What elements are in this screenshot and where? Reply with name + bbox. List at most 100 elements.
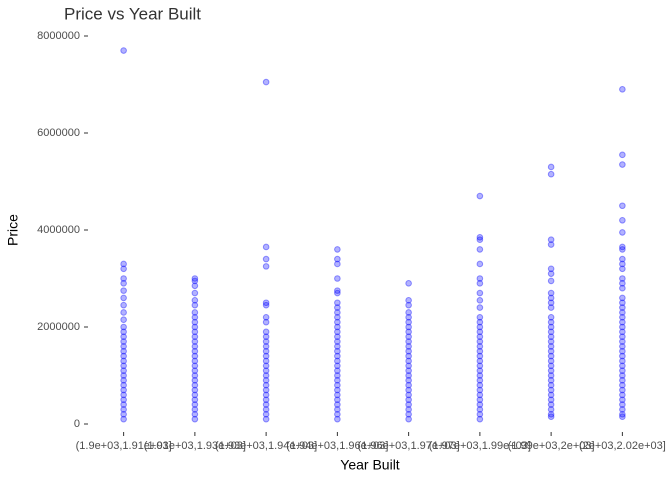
point	[191, 406, 199, 413]
point	[334, 287, 341, 294]
point	[619, 367, 626, 374]
point	[120, 347, 127, 355]
point	[334, 386, 341, 394]
point	[334, 372, 341, 379]
point	[405, 372, 412, 379]
point	[476, 313, 484, 321]
point	[120, 381, 127, 389]
point	[619, 343, 626, 350]
point	[191, 401, 199, 408]
point	[191, 275, 199, 282]
point	[191, 289, 199, 297]
point	[405, 367, 412, 374]
point	[334, 362, 341, 370]
chart-title: Price vs Year Built	[64, 4, 201, 23]
point	[476, 280, 484, 287]
point	[262, 343, 270, 350]
point	[191, 347, 199, 355]
point	[619, 161, 626, 168]
point	[476, 246, 484, 253]
point	[619, 338, 626, 345]
point	[619, 386, 626, 394]
x-tick-label: (1.94e+03,1.96e+03]	[286, 440, 388, 452]
point	[262, 347, 270, 355]
point	[120, 410, 127, 418]
point	[120, 287, 127, 294]
point	[405, 362, 412, 370]
point	[191, 372, 199, 379]
point	[120, 343, 127, 350]
y-tick-label: 8000000	[37, 30, 80, 42]
point	[547, 163, 555, 171]
point	[547, 343, 555, 350]
x-tick-label: (1.99e+03,2e+03]	[508, 440, 595, 452]
point	[262, 299, 270, 307]
y-axis-title: Price	[5, 214, 21, 246]
point	[191, 352, 199, 360]
point	[547, 357, 555, 365]
x-tick-label: (1.93e+03,1.94e+03]	[215, 440, 317, 452]
point	[334, 260, 341, 268]
point	[334, 410, 341, 418]
point	[547, 386, 555, 394]
x-tick-label: (2e+03,2.02e+03]	[579, 440, 666, 452]
point	[547, 367, 555, 374]
point	[334, 396, 341, 404]
point	[619, 318, 626, 326]
point	[262, 367, 270, 374]
point	[191, 410, 199, 418]
point	[476, 343, 484, 350]
point	[334, 367, 341, 374]
point	[547, 270, 555, 277]
point	[191, 301, 199, 309]
point	[547, 236, 555, 243]
point	[191, 328, 199, 336]
point	[191, 357, 199, 365]
point	[262, 263, 270, 270]
point	[262, 372, 270, 379]
point	[262, 401, 270, 408]
point	[191, 318, 199, 326]
point	[547, 170, 555, 178]
point	[619, 347, 626, 355]
point	[476, 192, 484, 200]
point	[262, 410, 270, 418]
point	[476, 357, 484, 365]
point	[619, 260, 626, 268]
point	[547, 294, 555, 302]
point	[334, 246, 341, 253]
point	[334, 401, 341, 408]
point	[405, 352, 412, 360]
point	[405, 347, 412, 355]
point	[120, 338, 127, 345]
point	[619, 86, 626, 93]
point	[547, 347, 555, 355]
point	[405, 328, 412, 336]
point	[405, 297, 412, 304]
point	[120, 316, 127, 324]
point	[191, 391, 199, 399]
point	[120, 260, 127, 268]
point	[334, 328, 341, 336]
y-tick-label: 0	[74, 418, 80, 430]
point	[619, 352, 626, 360]
point	[120, 415, 127, 423]
point	[262, 301, 270, 309]
point	[619, 246, 626, 253]
point	[191, 367, 199, 374]
point	[405, 377, 412, 384]
point	[476, 297, 484, 304]
point	[262, 313, 270, 321]
point	[476, 333, 484, 340]
point	[405, 415, 412, 423]
point	[405, 301, 412, 309]
point	[547, 362, 555, 370]
point	[476, 328, 484, 336]
point	[476, 304, 484, 311]
point	[405, 313, 412, 321]
point	[262, 328, 270, 336]
point	[619, 410, 626, 418]
point	[476, 406, 484, 413]
point	[619, 229, 626, 236]
point	[334, 299, 341, 307]
